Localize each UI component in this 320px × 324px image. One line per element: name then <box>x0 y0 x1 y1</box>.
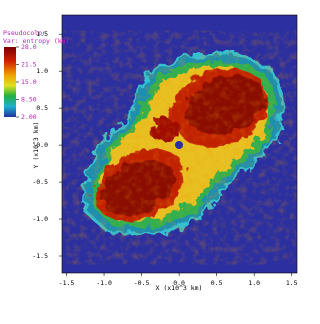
y-tick-label: 1.0 <box>36 67 48 75</box>
x-tick-label: 0.5 <box>211 279 223 287</box>
colorbar-tick-label: 15.0 <box>21 78 37 86</box>
x-tick-label: 1.5 <box>286 279 298 287</box>
colorbar-tick-label: 2.00 <box>21 113 37 121</box>
colorbar-tick-label: 28.0 <box>21 43 37 51</box>
y-tick-label: 0.5 <box>36 104 48 112</box>
legend-variable: Var: entropy (kB) <box>3 37 70 45</box>
x-tick-label: -1.5 <box>59 279 75 287</box>
x-tick-label: -0.5 <box>134 279 150 287</box>
y-tick-label: 1.5 <box>36 30 48 38</box>
colorbar <box>4 47 16 117</box>
x-tick-label: 0.0 <box>173 279 185 287</box>
y-tick-label: -1.0 <box>32 215 48 223</box>
entropy-field <box>80 50 290 245</box>
colorbar-tick-label: 8.50 <box>21 96 37 104</box>
x-tick-label: 1.0 <box>248 279 260 287</box>
x-tick-label: -1.0 <box>96 279 112 287</box>
colorbar-tick-label: 21.5 <box>21 61 37 69</box>
y-tick-label: -1.5 <box>32 252 48 260</box>
plot-frame <box>61 14 298 274</box>
chart: Pseudocolor Var: entropy (kB) X (x10^3 k… <box>3 14 298 292</box>
x-axis-label: X (x10^3 km) <box>156 284 203 292</box>
y-tick-label: -0.5 <box>32 178 48 186</box>
legend-title: Pseudocolor <box>3 29 46 37</box>
y-tick-label: 0.0 <box>36 141 48 149</box>
y-axis-label: Y (x10^3 km) <box>32 122 40 169</box>
